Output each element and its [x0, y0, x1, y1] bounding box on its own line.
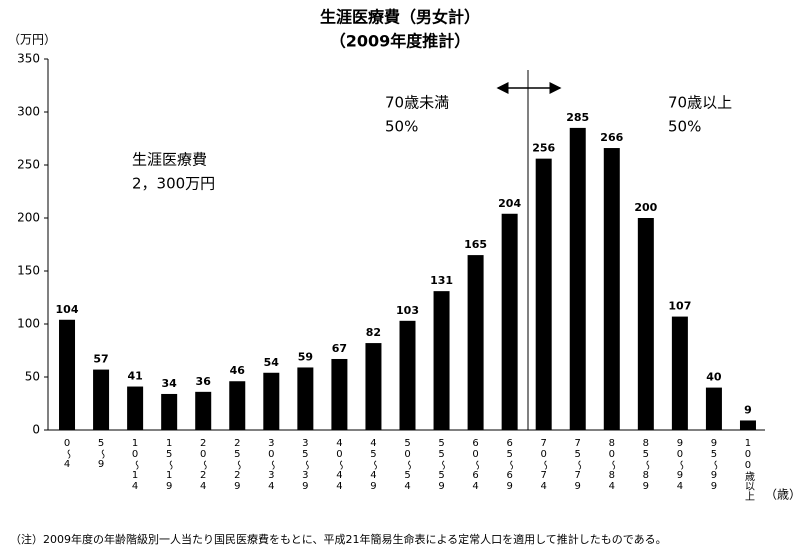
bar: [297, 367, 314, 430]
data-label: 82: [366, 326, 381, 339]
data-label: 285: [566, 111, 589, 124]
x-tick-label: 30～34: [266, 438, 277, 492]
data-label: 266: [600, 131, 623, 144]
x-tick-label: 60～64: [470, 438, 481, 492]
x-tick-label: 50～54: [402, 438, 413, 492]
x-tick-label: 95～99: [708, 438, 719, 492]
data-label: 34: [162, 377, 178, 390]
annotation: 50%: [385, 118, 418, 136]
data-label: 46: [230, 364, 246, 377]
bar: [93, 369, 110, 430]
x-axis-label: （歳）: [765, 488, 800, 502]
bar: [433, 291, 450, 430]
data-label: 40: [706, 371, 722, 384]
x-tick-label: 15～19: [164, 438, 175, 492]
data-label: 59: [298, 350, 313, 363]
bar: [705, 387, 722, 430]
data-label: 57: [93, 353, 108, 366]
x-tick-label: 40～44: [334, 438, 345, 492]
y-tick-label: 350: [17, 52, 40, 66]
chart-subtitle: （2009年度推計）: [330, 32, 471, 51]
bar: [365, 343, 382, 430]
bar: [535, 158, 552, 430]
x-tick-label: 90～94: [674, 438, 685, 492]
bar: [195, 391, 212, 430]
y-axis-label: （万円）: [8, 33, 56, 47]
x-tick-label: 45～49: [368, 438, 379, 492]
bar: [671, 316, 688, 430]
y-tick-label: 0: [32, 423, 40, 437]
annotation: 70歳以上: [668, 94, 732, 112]
x-tick-label: 10～14: [130, 438, 141, 492]
data-label: 36: [196, 375, 212, 388]
data-label: 204: [498, 197, 521, 210]
x-tick-label: 20～24: [198, 438, 209, 492]
bar: [263, 372, 280, 430]
bar: [229, 381, 246, 430]
data-label: 107: [668, 300, 691, 313]
data-label: 256: [532, 142, 555, 155]
data-label: 131: [430, 274, 453, 287]
x-tick-label: 65～69: [504, 438, 515, 492]
y-tick-label: 150: [17, 264, 40, 278]
data-label: 54: [264, 356, 280, 369]
x-tick-label: 100歳以上: [742, 438, 754, 501]
x-tick-label: 35～39: [300, 438, 311, 492]
data-label: 104: [56, 303, 79, 316]
annotation: 50%: [668, 118, 701, 136]
bar: [569, 127, 586, 431]
data-label: 9: [744, 403, 752, 416]
bar: [331, 358, 348, 430]
y-tick-label: 50: [25, 370, 40, 384]
bar: [127, 386, 144, 430]
data-label: 103: [396, 304, 419, 317]
data-label: 41: [127, 370, 142, 383]
bar: [637, 218, 654, 430]
y-tick-label: 300: [17, 105, 40, 119]
annotation: 2，300万円: [132, 175, 215, 193]
y-tick-label: 200: [17, 211, 40, 225]
annotation: 70歳未満: [385, 94, 449, 112]
x-tick-label: 70～74: [538, 438, 549, 492]
data-label: 200: [634, 201, 657, 214]
x-tick-label: 85～89: [640, 438, 651, 492]
x-tick-label: 55～59: [436, 438, 447, 492]
footnote: （注）2009年度の年齢階級別一人当たり国民医療費をもとに、平成21年簡易生命表…: [10, 532, 667, 546]
bar: [501, 213, 518, 430]
x-tick-label: 80～84: [606, 438, 617, 492]
x-tick-label: 75～79: [572, 438, 583, 492]
y-tick-label: 250: [17, 158, 40, 172]
data-label: 165: [464, 238, 487, 251]
bar: [603, 148, 620, 431]
bar: [467, 255, 484, 430]
annotation: 生涯医療費: [132, 151, 207, 169]
bar: [739, 420, 756, 430]
bar: [399, 320, 416, 430]
data-label: 67: [332, 342, 347, 355]
bar: [161, 393, 178, 430]
x-tick-label: 25～29: [232, 438, 243, 492]
chart-title: 生涯医療費（男女計）: [320, 8, 480, 27]
y-tick-label: 100: [17, 317, 40, 331]
x-tick-label: 0～4: [62, 438, 73, 470]
x-tick-label: 5～9: [96, 438, 107, 470]
bar: [59, 319, 76, 430]
